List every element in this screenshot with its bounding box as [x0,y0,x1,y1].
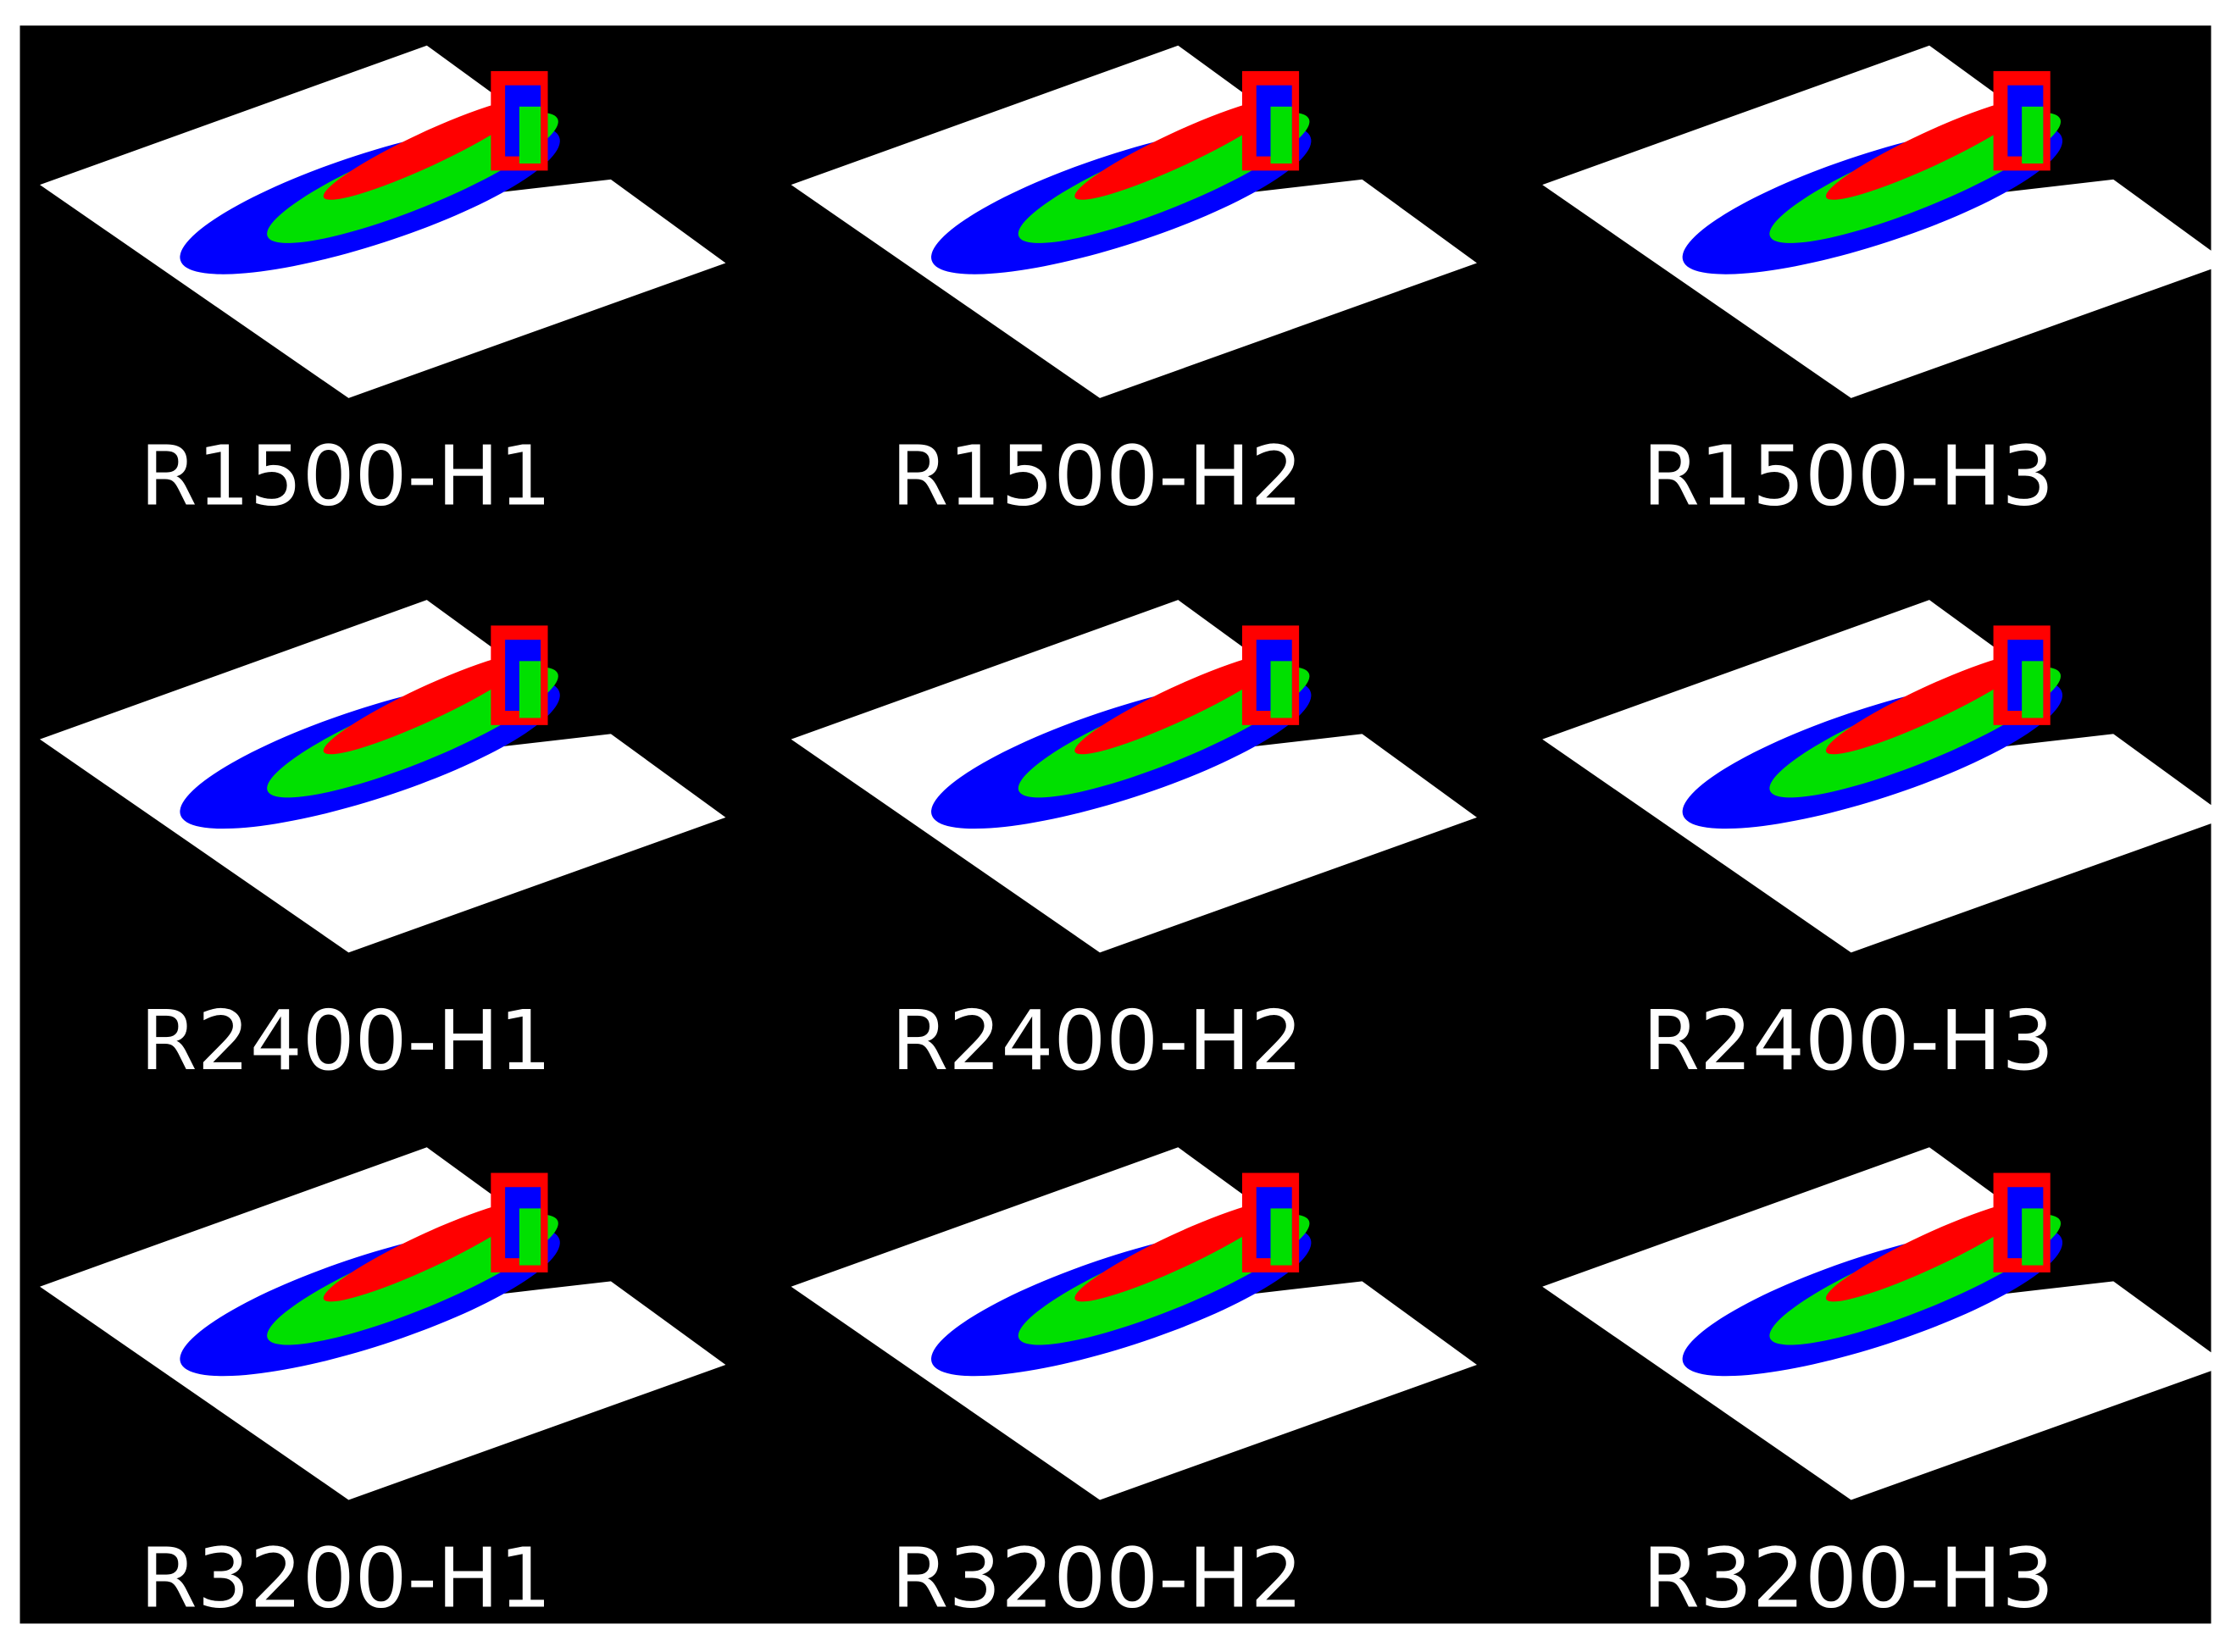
panel-label: R3200-H3 [1642,1530,2054,1626]
panel-label: R1500-H2 [891,429,1303,524]
panel-label: R1500-H3 [1642,429,2054,524]
panel-label: R2400-H1 [140,993,552,1089]
panel-label: R2400-H2 [891,993,1303,1089]
panel-label: R2400-H3 [1642,993,2054,1089]
panel-label: R3200-H1 [140,1530,552,1626]
panel-label: R1500-H1 [140,429,552,524]
panel-label: R3200-H2 [891,1530,1303,1626]
panels: R1500-H1 R1500-H2 R1500-H3 R2400-H1 R2400-H2… [40,45,2228,1626]
